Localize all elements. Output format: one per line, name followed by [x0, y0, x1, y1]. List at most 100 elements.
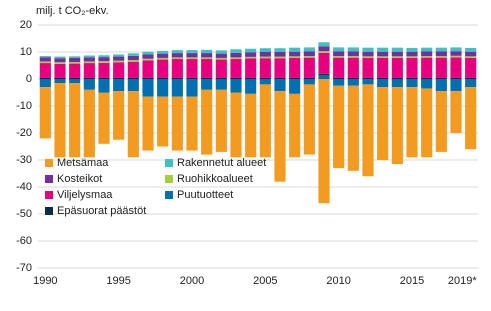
bar-segment [377, 51, 389, 57]
bar-segment [421, 88, 433, 158]
bar-segment [230, 59, 242, 78]
bar-segment [127, 60, 139, 62]
bar-segment [83, 79, 95, 90]
x-tick-label: 1990 [33, 275, 57, 287]
bar-segment [113, 56, 125, 61]
bar-segment [69, 79, 81, 84]
bar-segment [171, 57, 183, 60]
bar-segment [157, 53, 169, 58]
y-tick-label: -60 [16, 235, 32, 247]
bar-segment [186, 59, 198, 78]
bar-segment [54, 77, 66, 79]
bar-segment [274, 58, 286, 78]
bar-segment [142, 77, 154, 79]
bar-segment [465, 47, 477, 52]
bar-segment [289, 56, 301, 58]
bar-segment [391, 87, 403, 165]
bar-segment [318, 42, 330, 47]
bar-segment [347, 85, 359, 171]
bar-segment [450, 47, 462, 52]
bar-segment [362, 79, 374, 85]
bar-segment [230, 92, 242, 158]
legend-swatch [165, 191, 173, 199]
x-tick-label: 2019* [448, 275, 477, 287]
bar-segment [215, 57, 227, 60]
bar-segment [465, 79, 477, 88]
bar-segment [377, 77, 389, 79]
bar-segment [171, 96, 183, 151]
bar-segment [98, 61, 110, 63]
bar-segment [230, 49, 242, 53]
bar-segment [142, 58, 154, 61]
bar-segment [391, 56, 403, 58]
bar-segment [377, 57, 389, 78]
y-tick-label: 20 [20, 19, 32, 31]
bar-segment [421, 77, 433, 79]
bar-segment [113, 54, 125, 57]
bar-segment [157, 79, 169, 97]
bar-segment [377, 79, 389, 88]
bar-segment [421, 57, 433, 78]
x-tick-label: 2015 [400, 275, 424, 287]
bar-segment [201, 77, 213, 79]
bar-segment [127, 79, 139, 92]
bar-segment [289, 57, 301, 78]
bar-segment [113, 62, 125, 78]
bar-segment [347, 56, 359, 58]
bar-segment [142, 79, 154, 97]
bar-segment [318, 73, 330, 75]
bar-segment [333, 85, 345, 169]
bar-segment [83, 55, 95, 58]
bar-segment [435, 91, 447, 152]
bar-segment [113, 91, 125, 140]
bar-segment [303, 84, 315, 155]
y-tick-label: 0 [26, 73, 32, 85]
bar-segment [289, 93, 301, 158]
bar-segment [142, 60, 154, 78]
bar-segment [347, 47, 359, 52]
bar-segment [303, 77, 315, 79]
bar-segment [259, 79, 271, 85]
bar-segment [465, 56, 477, 58]
bar-segment [142, 96, 154, 151]
bar-segment [113, 60, 125, 63]
bar-segment [69, 57, 81, 62]
bar-segment [201, 59, 213, 78]
bar-segment [39, 87, 51, 139]
bar-segment [347, 77, 359, 79]
bar-segment [450, 91, 462, 133]
bar-segment [69, 56, 81, 58]
bar-segment [347, 57, 359, 78]
bar-segment [186, 57, 198, 60]
bar-segment [215, 59, 227, 78]
bar-segment [127, 77, 139, 79]
bar-segment [54, 83, 66, 158]
bar-segment [39, 61, 51, 64]
bar-segment [465, 77, 477, 79]
bar-segment [435, 79, 447, 92]
bar-segment [201, 53, 213, 58]
bar-segment [303, 56, 315, 58]
bar-segment [289, 47, 301, 52]
bar-segment [377, 47, 389, 52]
bar-segment [406, 87, 418, 158]
bar-segment [406, 79, 418, 88]
bar-segment [113, 79, 125, 92]
bar-segment [83, 61, 95, 64]
legend-label: Puutuotteet [177, 189, 233, 201]
bar-segment [435, 56, 447, 58]
bar-segment [245, 79, 257, 94]
bar-segment [333, 79, 345, 86]
y-tick-label: 10 [20, 46, 32, 58]
bar-segment [406, 77, 418, 79]
bar-segment [215, 79, 227, 90]
bar-segment [435, 57, 447, 78]
bar-segment [98, 92, 110, 144]
bar-segment [83, 89, 95, 158]
legend-label: Rakennetut alueet [177, 157, 266, 169]
bar-segment [274, 91, 286, 182]
bar-segment [259, 52, 271, 57]
bar-segment [259, 77, 271, 79]
bar-segment [303, 47, 315, 52]
bar-segment [83, 63, 95, 78]
